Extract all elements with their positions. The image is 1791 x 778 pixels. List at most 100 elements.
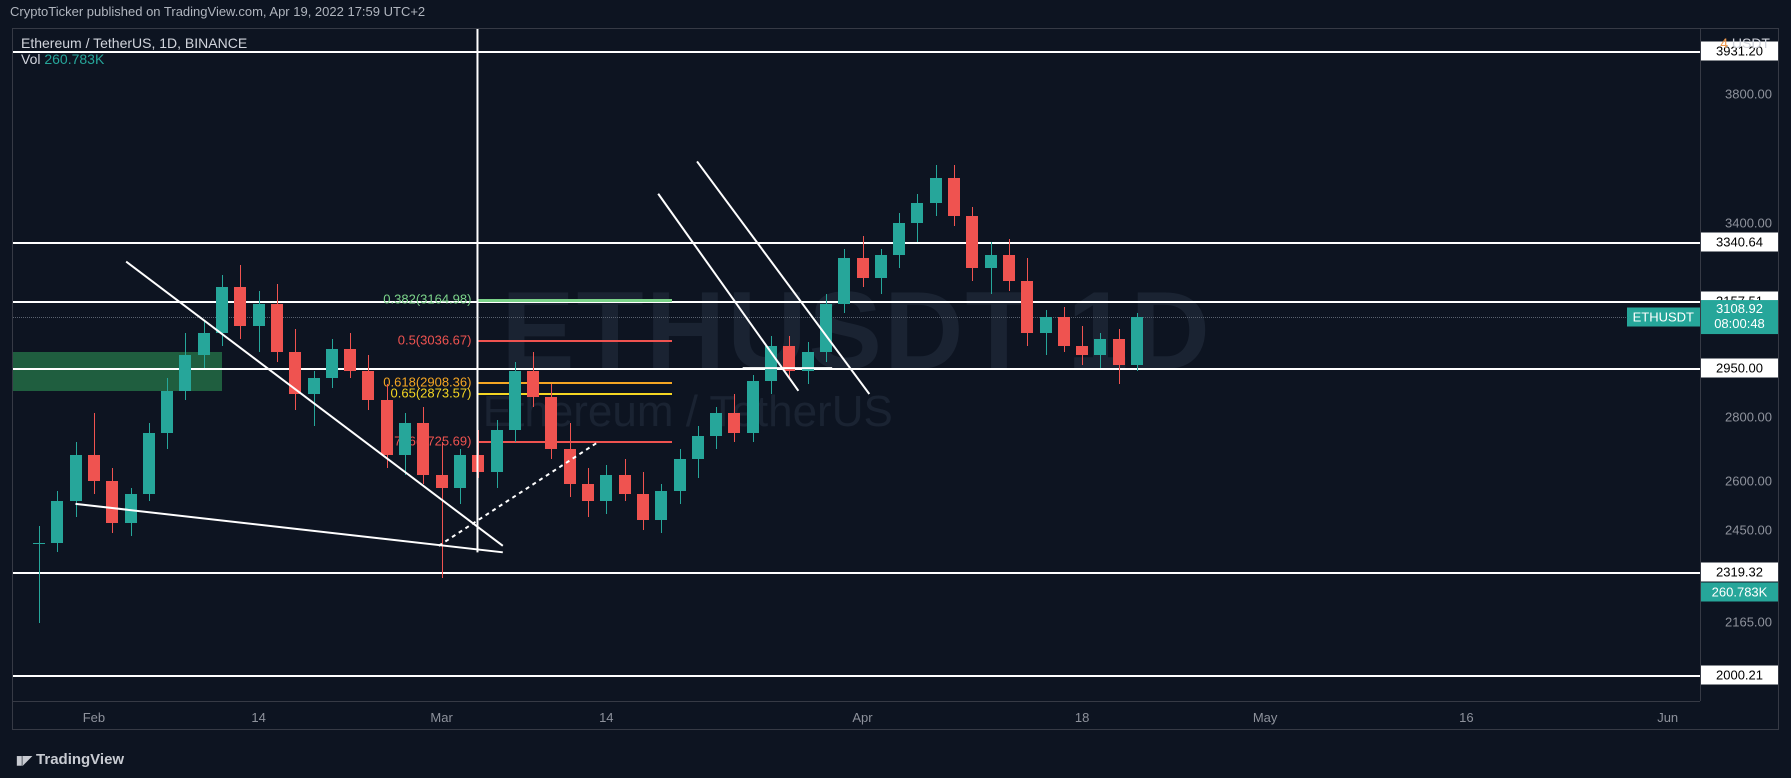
candle-body xyxy=(1113,339,1125,365)
candle-body xyxy=(308,378,320,394)
candle-wick xyxy=(442,442,443,578)
candle-body xyxy=(1003,255,1015,281)
fib-level-label: 0.65(2873.57) xyxy=(391,385,472,400)
candle-body xyxy=(838,258,850,303)
candle-body xyxy=(948,178,960,217)
horizontal-level xyxy=(13,572,1700,574)
y-tick: 2600.00 xyxy=(1725,474,1772,489)
x-tick: 16 xyxy=(1459,710,1473,725)
current-price-label: 3108.9208:00:48 xyxy=(1701,300,1778,334)
y-tick: 2450.00 xyxy=(1725,522,1772,537)
candle-body xyxy=(582,484,594,500)
candle-body xyxy=(88,455,100,481)
candle-body xyxy=(436,475,448,488)
y-level-label: 2319.32 xyxy=(1701,562,1778,581)
x-tick: 14 xyxy=(251,710,265,725)
candle-body xyxy=(893,223,905,255)
horizontal-level xyxy=(13,51,1700,53)
candle-body xyxy=(674,459,686,491)
candle-body xyxy=(637,494,649,520)
watermark-symbol: ETHUSDT 1D xyxy=(501,268,1212,395)
candle-body xyxy=(344,349,356,372)
candle-body xyxy=(271,304,283,352)
candle-body xyxy=(326,349,338,378)
candle-body xyxy=(161,391,173,433)
symbol-price-tag: ETHUSDT xyxy=(1627,307,1700,326)
price-axis[interactable]: 3800.00 3400.00 2800.00 2600.00 2450.00 2165.… xyxy=(1700,29,1778,701)
trendlines-layer xyxy=(13,29,1702,675)
chart-container: Ethereum / TetherUS, 1D, BINANCE Vol 260… xyxy=(12,28,1779,730)
candle-body xyxy=(619,475,631,494)
candle-wick xyxy=(39,526,40,623)
candle-body xyxy=(692,436,704,459)
y-level-label: 2000.21 xyxy=(1701,666,1778,685)
symbol-info: Ethereum / TetherUS, 1D, BINANCE Vol 260… xyxy=(21,35,247,67)
candle-body xyxy=(417,423,429,475)
candle-body xyxy=(857,258,869,277)
y-tick: 2165.00 xyxy=(1725,614,1772,629)
fib-level-label: 0.382(3164.98) xyxy=(383,291,471,306)
y-level-label: 3340.64 xyxy=(1701,232,1778,251)
candle-body xyxy=(728,413,740,432)
candle-body xyxy=(472,455,484,471)
y-level-label: 2950.00 xyxy=(1701,359,1778,378)
x-tick: 18 xyxy=(1075,710,1089,725)
candle-body xyxy=(179,355,191,391)
x-tick: 14 xyxy=(599,710,613,725)
interval-info: 4 USDT xyxy=(1720,35,1770,51)
fib-level-line xyxy=(477,299,671,302)
candle-body xyxy=(125,494,137,523)
candle-body xyxy=(253,304,265,327)
candle-body xyxy=(1040,317,1052,333)
candle-body xyxy=(509,371,521,429)
candle-body xyxy=(966,216,978,268)
candle-wick xyxy=(94,413,95,494)
time-axis[interactable]: Feb14Mar14Apr18May16Jun13 xyxy=(13,701,1700,729)
tradingview-logo: ▮◤ TradingView xyxy=(16,751,124,768)
candle-body xyxy=(1131,317,1143,365)
candle-body xyxy=(655,491,667,520)
candle-body xyxy=(70,455,82,500)
x-tick: Apr xyxy=(852,710,872,725)
candle-body xyxy=(362,371,374,400)
y-tick: 3400.00 xyxy=(1725,215,1772,230)
candle-body xyxy=(911,203,923,222)
candle-body xyxy=(747,381,759,433)
candle-body xyxy=(783,346,795,372)
candle-body xyxy=(985,255,997,268)
candle-body xyxy=(234,287,246,326)
volume-axis-label: 260.783K xyxy=(1701,583,1778,602)
candle-body xyxy=(545,397,557,449)
horizontal-level xyxy=(13,368,1700,370)
candle-body xyxy=(1076,346,1088,356)
candle-body xyxy=(106,481,118,523)
candle-body xyxy=(399,423,411,455)
candle-body xyxy=(765,346,777,382)
candle-body xyxy=(710,413,722,436)
candle-body xyxy=(875,255,887,278)
x-tick: Feb xyxy=(83,710,105,725)
fib-level-line xyxy=(477,382,671,384)
x-tick: May xyxy=(1253,710,1278,725)
candle-wick xyxy=(991,242,992,294)
fib-level-label: 0.5(3036.67) xyxy=(398,333,472,348)
fib-level-line xyxy=(477,340,671,342)
price-chart[interactable]: ETHUSDT 1D Ethereum / TetherUS 0.382(316… xyxy=(13,29,1700,701)
horizontal-level xyxy=(13,242,1700,244)
y-tick: 2800.00 xyxy=(1725,409,1772,424)
candle-body xyxy=(454,455,466,487)
publish-header: CryptoTicker published on TradingView.co… xyxy=(0,0,1791,28)
fib-level-line xyxy=(477,393,671,395)
current-price-line xyxy=(13,317,1700,318)
candle-body xyxy=(381,400,393,455)
candle-body xyxy=(1094,339,1106,355)
candle-body xyxy=(564,449,576,485)
candle-body xyxy=(33,543,45,544)
candle-body xyxy=(198,333,210,356)
candle-body xyxy=(216,287,228,332)
y-tick: 3800.00 xyxy=(1725,86,1772,101)
candle-body xyxy=(1021,281,1033,333)
candle-body xyxy=(600,475,612,501)
candle-body xyxy=(51,501,63,543)
candle-body xyxy=(527,371,539,397)
